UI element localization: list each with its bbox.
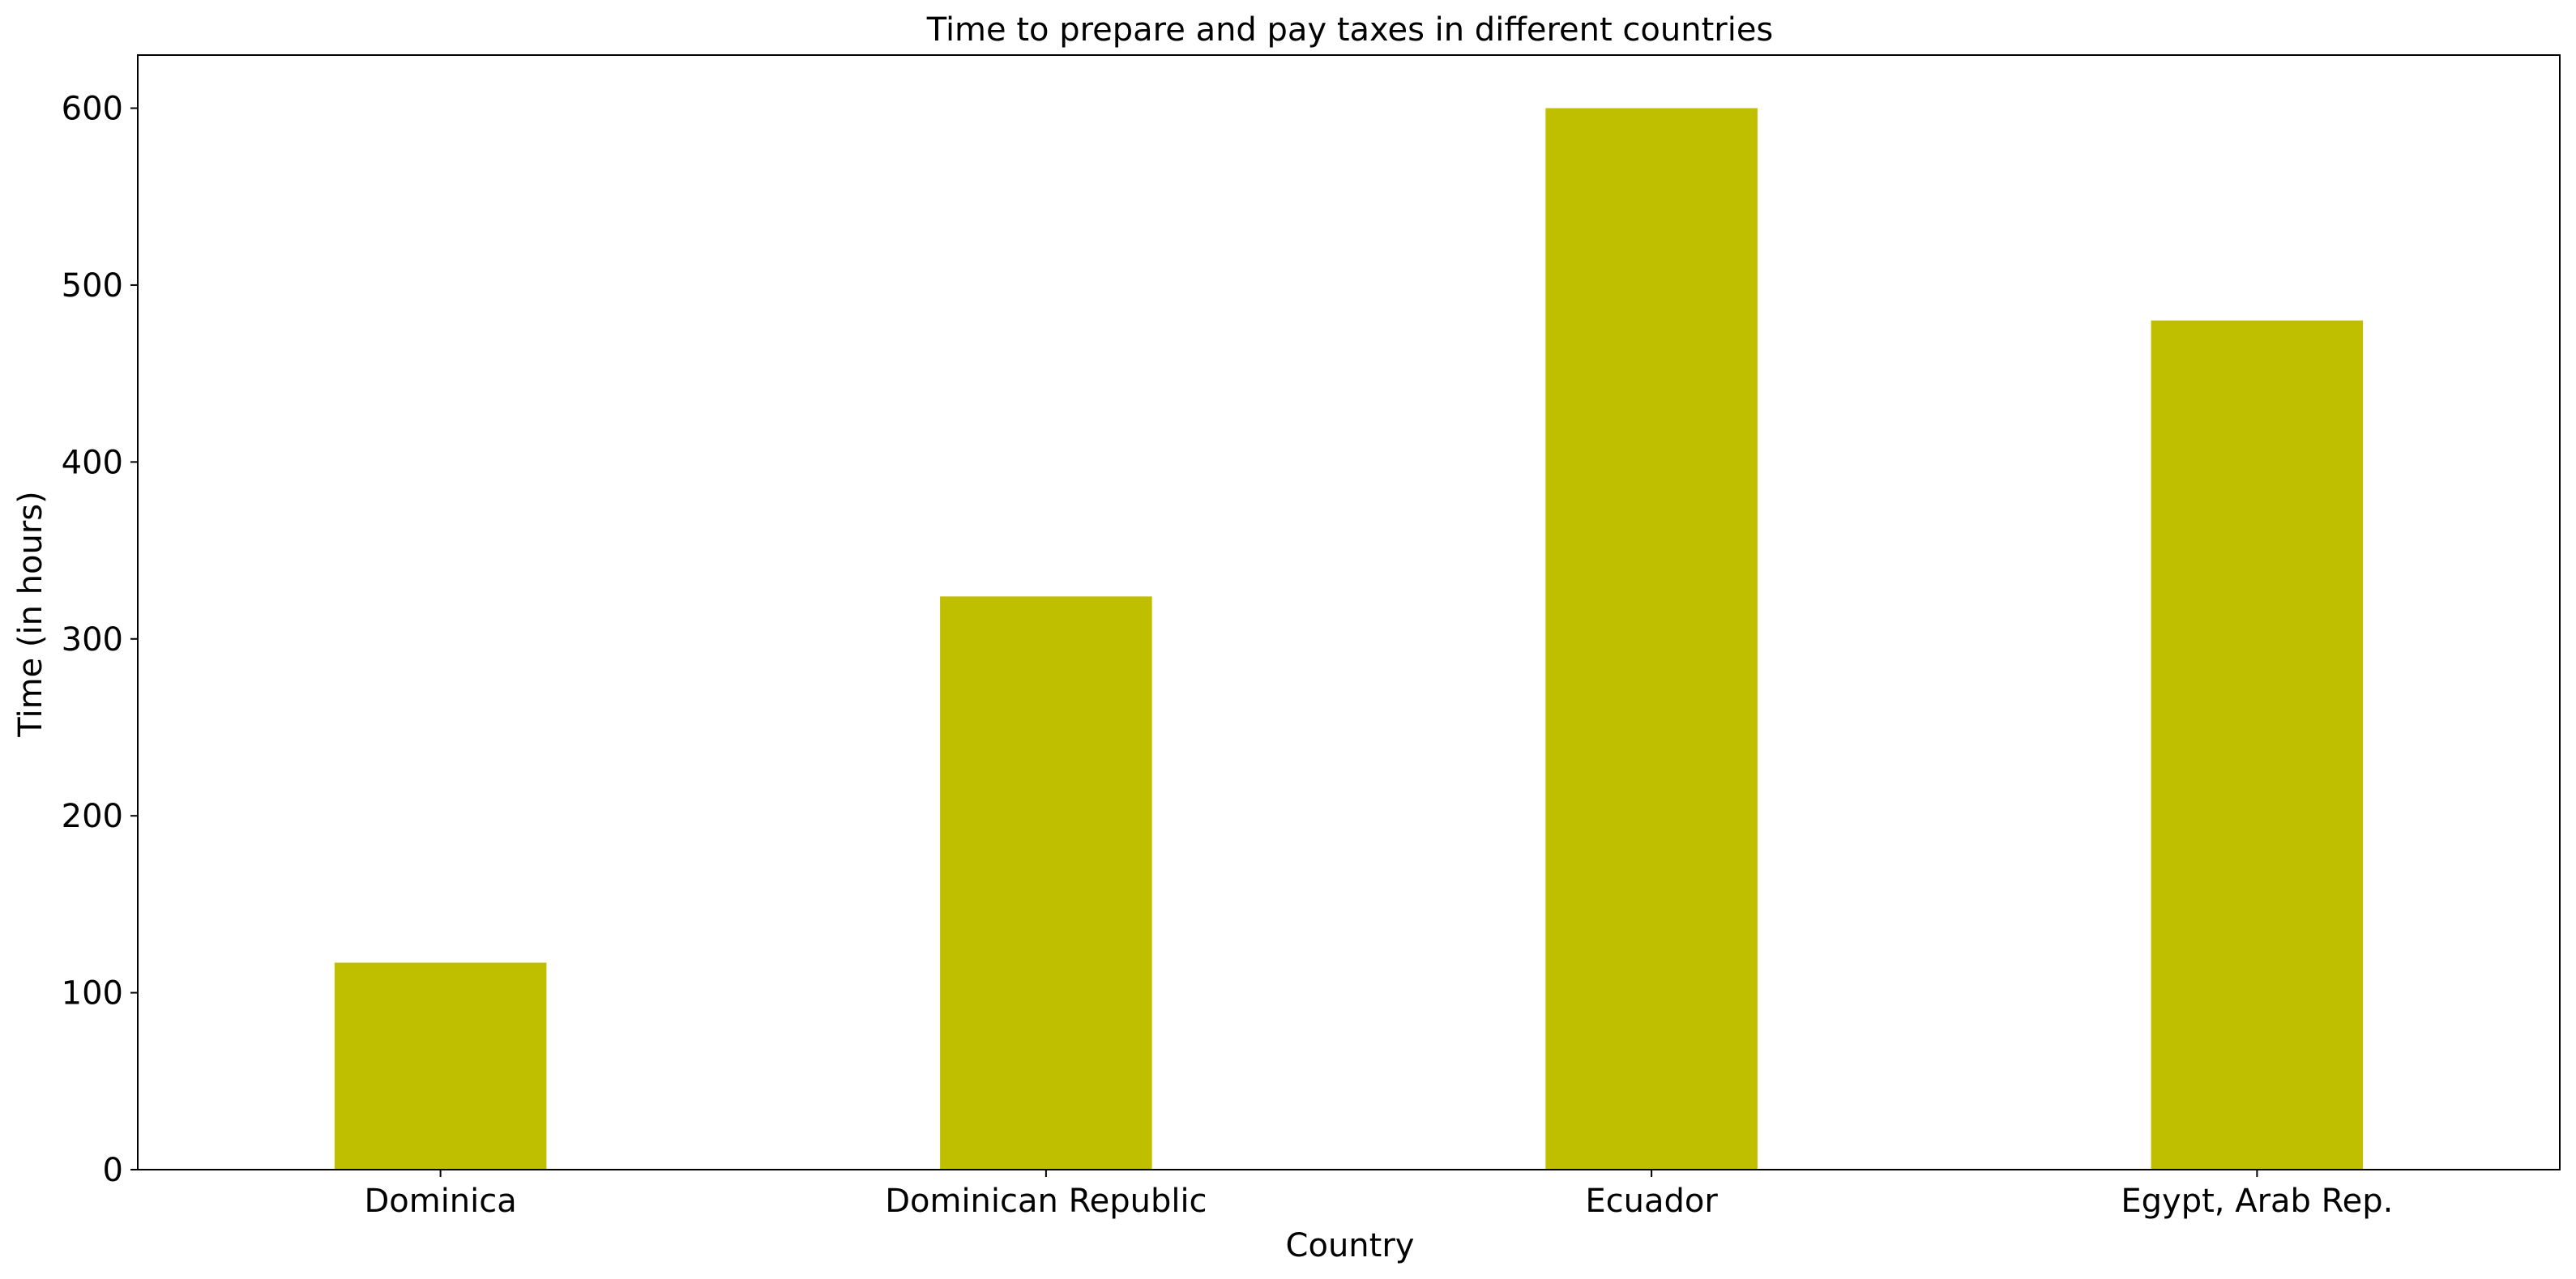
chart-title: Time to prepare and pay taxes in differe… bbox=[926, 11, 1774, 49]
y-tick-label: 500 bbox=[62, 267, 123, 305]
bar-ecuador bbox=[1545, 108, 1758, 1170]
y-tick-label: 300 bbox=[62, 621, 123, 659]
bar-egypt-arab-rep bbox=[2151, 320, 2364, 1170]
bars-group bbox=[334, 108, 2364, 1170]
y-tick-label: 100 bbox=[62, 975, 123, 1013]
x-tick-label: Ecuador bbox=[1585, 1183, 1718, 1220]
x-tick-label: Egypt, Arab Rep. bbox=[2121, 1183, 2393, 1220]
x-axis-label: Country bbox=[1286, 1227, 1415, 1264]
y-tick-label: 600 bbox=[62, 91, 123, 128]
y-tick-label: 200 bbox=[62, 798, 123, 835]
y-axis-label: Time (in hours) bbox=[12, 491, 49, 737]
x-axis: Dominica Dominican Republic Ecuador Egypt, … bbox=[364, 1170, 2393, 1220]
bar-dominican-republic bbox=[940, 596, 1152, 1170]
bar-dominica bbox=[334, 962, 547, 1170]
x-tick-label: Dominica bbox=[364, 1183, 516, 1220]
plot-frame bbox=[137, 54, 2561, 1170]
y-tick-label: 400 bbox=[62, 444, 123, 481]
y-tick-label: 0 bbox=[103, 1152, 123, 1189]
x-tick-label: Dominican Republic bbox=[885, 1183, 1207, 1220]
y-axis: 0 100 200 300 400 500 600 bbox=[62, 91, 138, 1189]
